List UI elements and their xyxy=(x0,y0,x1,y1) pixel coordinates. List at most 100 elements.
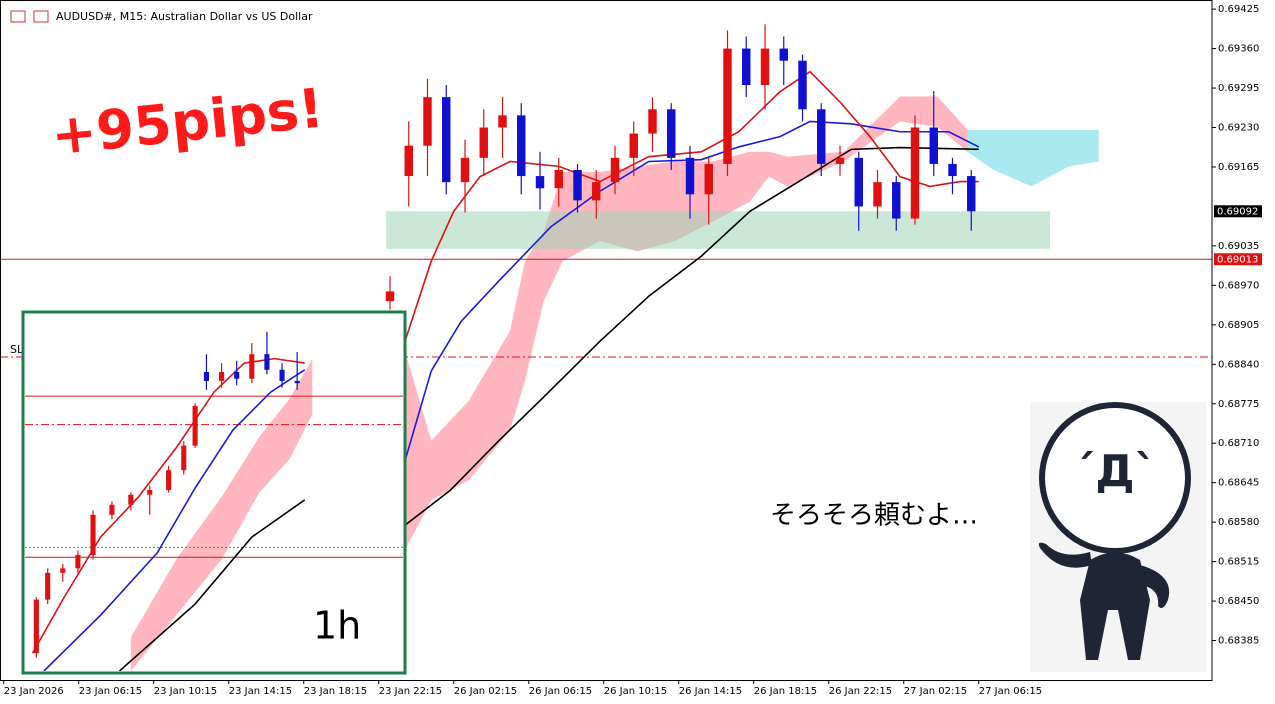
candle-body xyxy=(166,470,172,491)
inset-frame xyxy=(21,310,407,675)
inset-label: 1h xyxy=(313,604,361,648)
y-tick-label: 0.68775 xyxy=(1218,399,1259,410)
candle-body xyxy=(873,182,882,207)
x-tick-label: 23 Jan 22:15 xyxy=(379,686,442,697)
candle-body xyxy=(835,157,845,164)
candle-body xyxy=(704,163,713,195)
candle-body xyxy=(442,97,451,183)
candle-body xyxy=(685,157,695,195)
y-tick-label: 0.68905 xyxy=(1218,320,1259,331)
x-tick-label: 26 Jan 02:15 xyxy=(454,686,517,697)
candle-body xyxy=(573,170,582,201)
candle-body xyxy=(109,504,115,515)
plot-border xyxy=(0,0,1213,681)
candle-body xyxy=(128,494,134,505)
candle-body xyxy=(498,115,507,128)
x-tick-label: 27 Jan 06:15 xyxy=(979,686,1042,697)
x-tick-label: 26 Jan 18:15 xyxy=(754,686,817,697)
y-tick-label: 0.68450 xyxy=(1218,596,1259,607)
character-head xyxy=(1039,402,1191,554)
y-tick-label: 0.69425 xyxy=(1218,4,1259,15)
candle-body xyxy=(948,163,957,177)
candle-body xyxy=(249,354,255,379)
candle-body xyxy=(629,133,638,158)
candle-body xyxy=(234,372,240,379)
y-tick-label: 0.69035 xyxy=(1218,241,1259,252)
candle-body xyxy=(610,157,620,183)
y-tick-label: 0.69360 xyxy=(1218,44,1259,55)
candle-body xyxy=(910,127,920,219)
character-body xyxy=(1080,552,1150,660)
x-tick-label: 26 Jan 22:15 xyxy=(829,686,892,697)
x-tick-label: 23 Jan 10:15 xyxy=(154,686,217,697)
x-tick-label: 23 Jan 06:15 xyxy=(79,686,142,697)
y-tick-label: 0.68385 xyxy=(1218,636,1259,647)
candle-body xyxy=(294,380,300,384)
candle-body xyxy=(760,48,770,85)
candle-body xyxy=(75,554,81,569)
indicator-line xyxy=(404,70,979,342)
indicator-line xyxy=(118,499,306,671)
main-plot xyxy=(0,24,1212,551)
candle-body xyxy=(817,109,826,164)
indicator-line xyxy=(404,120,980,462)
candle-body xyxy=(33,599,39,654)
cloud xyxy=(967,129,1099,187)
candle-body xyxy=(517,115,526,177)
candle-body xyxy=(264,354,270,370)
y-tick-label: 0.68645 xyxy=(1218,478,1259,489)
character-face: ´Д` xyxy=(1073,446,1156,497)
x-tick-label: 26 Jan 10:15 xyxy=(604,686,667,697)
icon xyxy=(33,10,49,23)
candle-body xyxy=(929,127,938,164)
candle-body xyxy=(648,109,657,134)
candle-body xyxy=(203,372,209,381)
candle-body xyxy=(385,291,395,302)
candle-body xyxy=(592,182,601,201)
candle-body xyxy=(460,157,470,183)
axes: 0.69425 0.69360 0.69295 0.69230 0.69165 0.690… xyxy=(3,4,1262,697)
y-tick-label: 0.69295 xyxy=(1218,83,1259,94)
inset-plot xyxy=(25,331,403,671)
candle-body xyxy=(742,48,751,85)
candle-body xyxy=(147,490,153,495)
indicator-line xyxy=(43,369,306,671)
candle-body xyxy=(554,170,563,189)
price-tag-label: 0.69092 xyxy=(1217,206,1258,217)
zone xyxy=(386,211,1050,249)
y-tick-label: 0.69230 xyxy=(1218,123,1259,134)
icon xyxy=(10,10,26,23)
price-tag-label: 0.69013 xyxy=(1217,254,1258,265)
level-tag: SL xyxy=(10,343,24,356)
price-tag xyxy=(1214,253,1262,266)
candle-body xyxy=(967,176,976,212)
candle-body xyxy=(723,48,732,164)
cloud xyxy=(130,358,313,671)
y-tick-label: 0.68840 xyxy=(1218,359,1259,370)
y-tick-label: 0.68710 xyxy=(1218,438,1259,449)
x-tick-label: 27 Jan 02:15 xyxy=(904,686,967,697)
y-tick-label: 0.68515 xyxy=(1218,557,1259,568)
x-tick-label: 23 Jan 18:15 xyxy=(304,686,367,697)
candle-body xyxy=(181,445,187,471)
candle-body xyxy=(535,176,545,189)
speech: そろそろ頼むよ… xyxy=(770,501,978,531)
x-tick-label: 26 Jan 06:15 xyxy=(529,686,592,697)
candle-body xyxy=(404,145,413,177)
candle-body xyxy=(279,369,285,381)
candle-body xyxy=(798,60,807,110)
candle-body xyxy=(479,127,488,158)
candle-body xyxy=(423,97,432,146)
symbol-icons xyxy=(10,10,49,23)
candle-body xyxy=(60,568,66,573)
y-tick-label: 0.69165 xyxy=(1218,162,1259,173)
candle-body xyxy=(192,405,198,446)
y-tick-label: 0.68970 xyxy=(1218,280,1259,291)
candle-body xyxy=(45,572,51,600)
x-tick-label: 23 Jan 14:15 xyxy=(229,686,292,697)
character-arm xyxy=(1038,542,1092,568)
candle-body xyxy=(854,157,863,207)
indicator-line xyxy=(404,146,979,526)
candle-body xyxy=(219,372,225,381)
